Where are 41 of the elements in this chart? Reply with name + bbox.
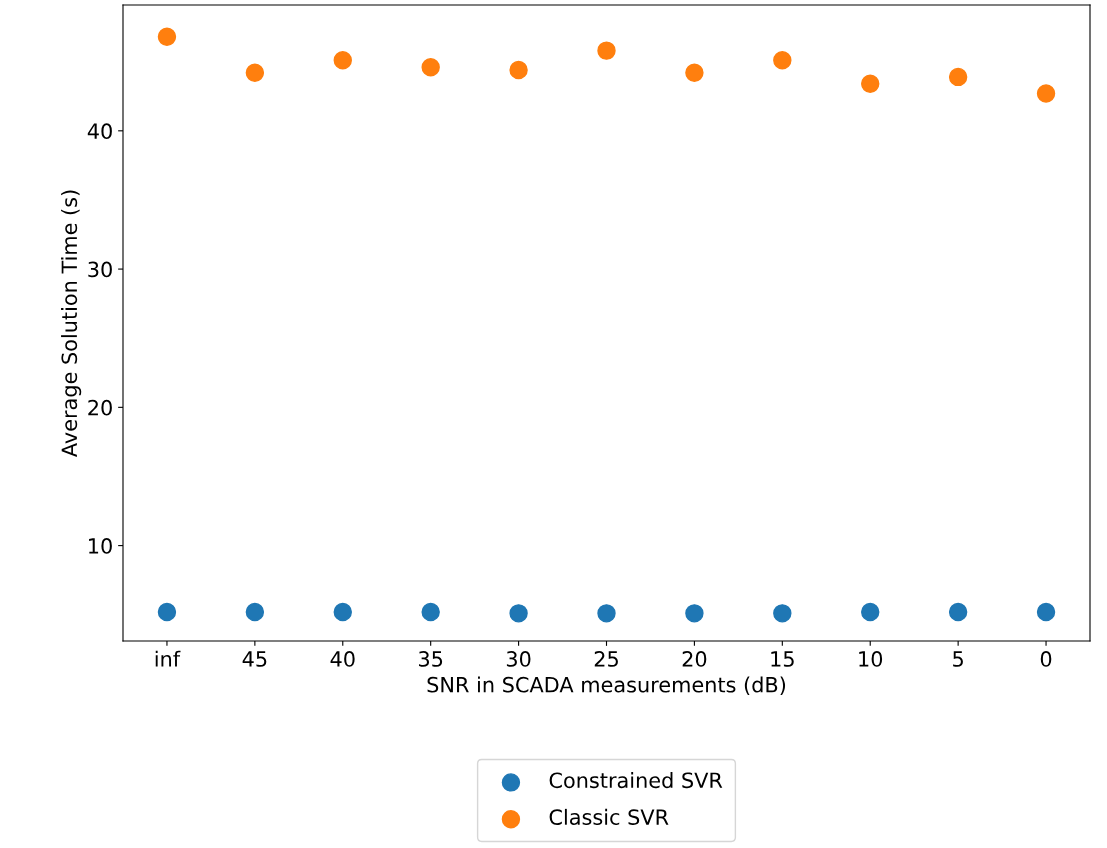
- x-tick-label: 25: [594, 651, 618, 667]
- point: [861, 74, 880, 94]
- x-tick-label: 20: [682, 651, 707, 667]
- point: [1036, 84, 1056, 103]
- point: [509, 604, 528, 623]
- point: [861, 602, 880, 622]
- legend-label: Classic SVR: [549, 808, 669, 825]
- point: [1036, 602, 1056, 622]
- point: [333, 602, 352, 622]
- x-tick-label: 15: [771, 651, 794, 667]
- x-tick-label: 5: [953, 651, 963, 667]
- point: [245, 602, 265, 622]
- x-tick-label: 40: [330, 651, 355, 667]
- point: [421, 602, 440, 622]
- point: [509, 60, 528, 80]
- point: [333, 51, 352, 70]
- point: [421, 58, 440, 77]
- point: [948, 602, 968, 622]
- y-tick-label: 10: [89, 538, 112, 554]
- y-tick-label: 30: [88, 261, 112, 278]
- y-tick-label: 40: [87, 123, 112, 140]
- x-tick-label: 0: [1040, 651, 1052, 667]
- point: [157, 602, 177, 622]
- x-tick-label: 45: [242, 651, 267, 667]
- point: [685, 604, 704, 623]
- point: [773, 604, 792, 623]
- x-tick-label: 10: [859, 651, 883, 667]
- legend-label: Constrained SVR: [549, 772, 723, 789]
- point: [685, 63, 704, 82]
- point: [245, 63, 265, 82]
- point: [773, 51, 792, 70]
- x-tick-label: 30: [506, 651, 531, 667]
- point: [597, 41, 616, 60]
- y-tick-label: 20: [88, 399, 112, 416]
- point: [948, 67, 968, 87]
- point: [597, 604, 616, 623]
- point: [157, 27, 177, 47]
- x-tick-label: inf: [155, 650, 181, 667]
- y-axis-title: Average Solution Time (s): [61, 190, 82, 458]
- x-tick-label: 35: [419, 651, 443, 667]
- x-axis-title: SNR in SCADA measurements (dB): [427, 676, 786, 696]
